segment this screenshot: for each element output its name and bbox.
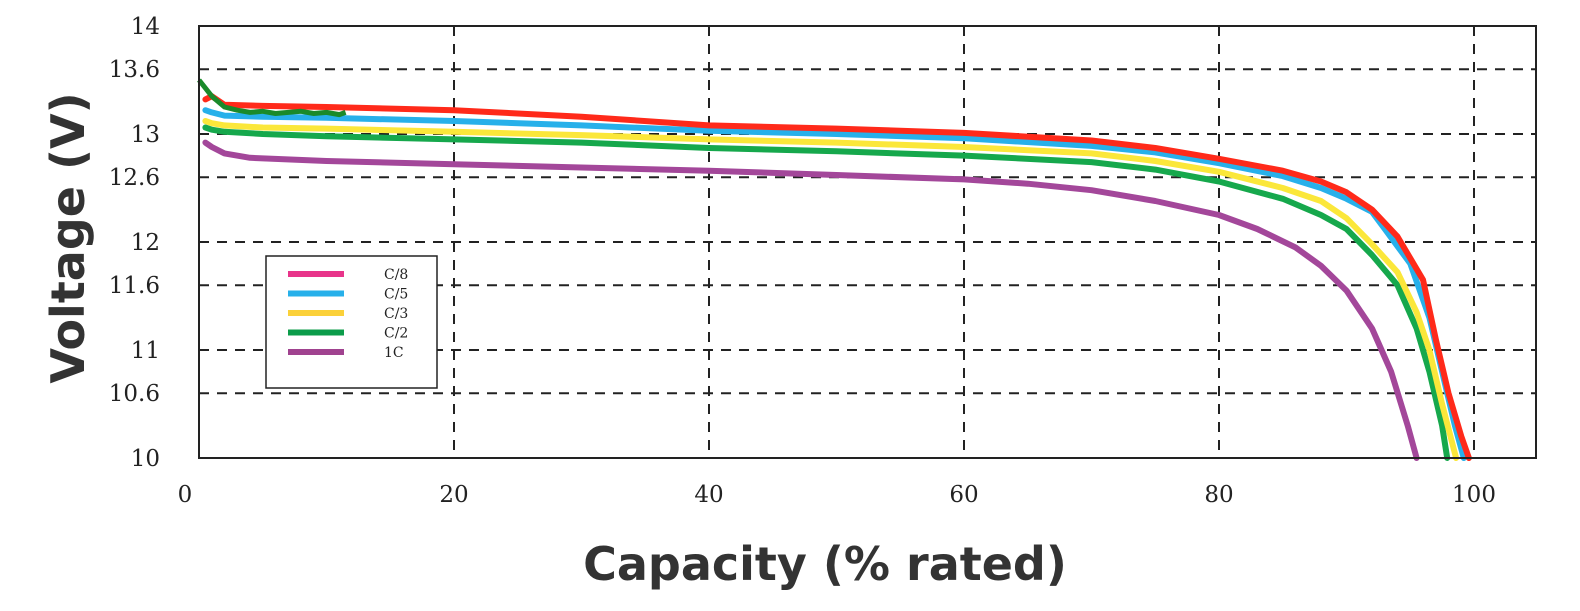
y-tick-label: 10 bbox=[131, 446, 160, 472]
series-line-c-5 bbox=[202, 107, 1467, 461]
x-axis-label: Capacity (% rated) bbox=[583, 537, 1067, 591]
grid-layer bbox=[199, 26, 1536, 458]
x-tick-labels: 0 20 40 60 80 100 bbox=[178, 482, 1496, 508]
y-tick-label: 14 bbox=[131, 14, 160, 40]
y-tick-label: 12 bbox=[131, 230, 160, 256]
x-tick-label: 0 bbox=[178, 482, 193, 508]
y-tick-labels: 10 10.6 11 11.6 12 12.6 13 13.6 14 bbox=[109, 14, 160, 472]
x-tick-label: 100 bbox=[1452, 482, 1496, 508]
legend-label: C/5 bbox=[384, 287, 408, 303]
series-line-c-3 bbox=[202, 118, 1460, 461]
y-tick-label: 11 bbox=[131, 338, 160, 364]
legend-label: C/3 bbox=[384, 306, 408, 322]
y-tick-label: 12.6 bbox=[109, 165, 160, 191]
legend-box bbox=[265, 255, 438, 389]
series-startup-noise bbox=[197, 78, 347, 118]
y-axis-label: Voltage (V) bbox=[41, 92, 95, 383]
legend: C/8 C/5 C/3 C/2 1C bbox=[265, 255, 438, 389]
x-tick-label: 40 bbox=[694, 482, 723, 508]
x-tick-label: 20 bbox=[439, 482, 468, 508]
legend-label: C/8 bbox=[384, 267, 408, 283]
y-tick-label: 13.6 bbox=[109, 57, 160, 83]
x-tick-label: 80 bbox=[1204, 482, 1233, 508]
series-line-c-8 bbox=[202, 93, 1472, 461]
plot-frame bbox=[198, 25, 1537, 459]
x-tick-label: 60 bbox=[949, 482, 978, 508]
legend-label: C/2 bbox=[384, 326, 408, 342]
series-line-c-2 bbox=[202, 124, 1451, 461]
y-tick-label: 11.6 bbox=[109, 273, 160, 299]
y-tick-label: 10.6 bbox=[109, 381, 160, 407]
legend-label: 1C bbox=[384, 345, 404, 361]
series-line-1c bbox=[202, 139, 1420, 461]
y-tick-label: 13 bbox=[131, 122, 160, 148]
series-layer bbox=[197, 78, 1472, 461]
